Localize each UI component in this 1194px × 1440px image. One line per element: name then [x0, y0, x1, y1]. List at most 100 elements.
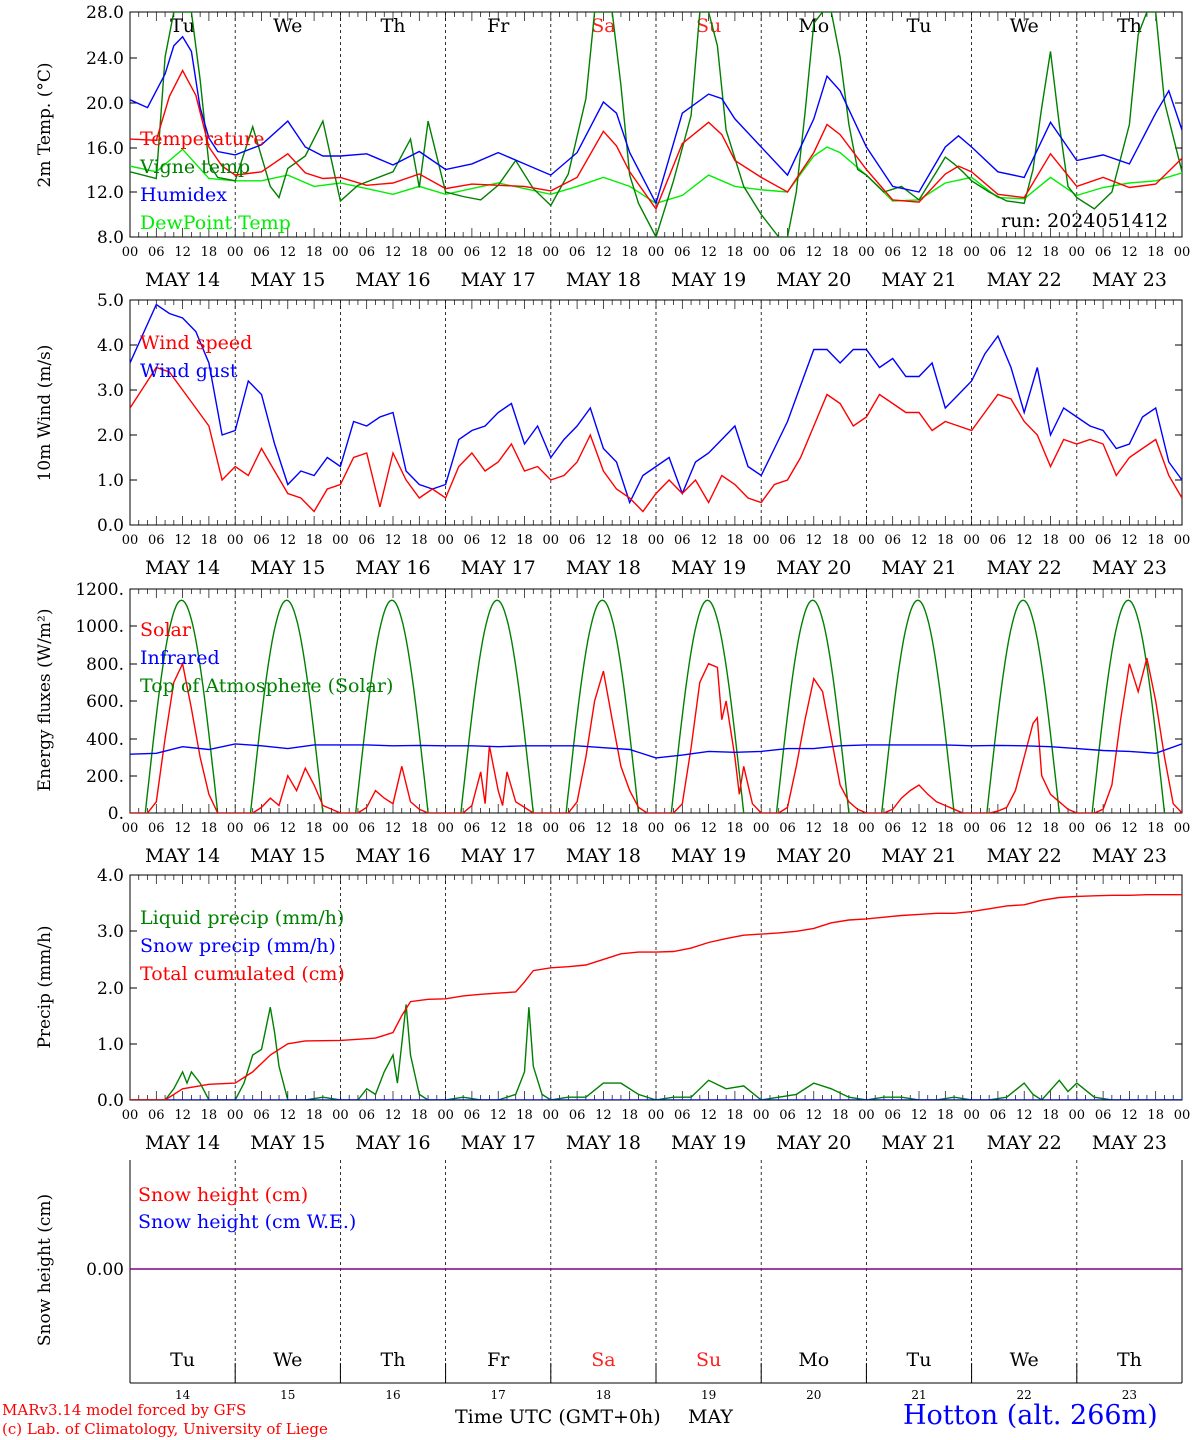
hour-label: 12 — [174, 821, 191, 836]
legend-label: Liquid precip (mm/h) — [140, 907, 344, 929]
hour-label: 00 — [1174, 245, 1191, 260]
hour-label: 18 — [306, 245, 323, 260]
date-label: MAY 19 — [671, 269, 746, 291]
y-tick-label: 4.0 — [97, 336, 124, 356]
hour-label: 18 — [1042, 533, 1059, 548]
date-label: MAY 22 — [987, 1132, 1062, 1154]
hour-label: 06 — [569, 1108, 586, 1123]
hour-label: 18 — [727, 245, 744, 260]
weekday-label: We — [273, 1349, 302, 1371]
hour-label: 06 — [253, 1108, 270, 1123]
date-label: MAY 22 — [987, 269, 1062, 291]
weekday-label: Th — [381, 1349, 406, 1371]
date-label: MAY 20 — [776, 269, 851, 291]
hour-label: 06 — [884, 245, 901, 260]
hour-label: 12 — [385, 1108, 402, 1123]
hour-label: 18 — [306, 821, 323, 836]
hour-label: 00 — [1069, 1108, 1086, 1123]
weekday-label: Tu — [907, 1349, 932, 1371]
legend-label: Humidex — [140, 184, 227, 206]
hour-label: 18 — [306, 1108, 323, 1123]
hour-label: 00 — [332, 821, 349, 836]
hour-label: 18 — [621, 1108, 638, 1123]
y-tick-label: 3.0 — [97, 381, 124, 401]
series-line — [130, 743, 1182, 759]
date-label: MAY 18 — [566, 1132, 641, 1154]
weekday-label: Tu — [170, 15, 195, 37]
legend-label: Temperature — [140, 128, 264, 150]
date-label: MAY 23 — [1092, 269, 1167, 291]
weekday-label: Fr — [487, 1349, 510, 1371]
hour-label: 00 — [753, 533, 770, 548]
y-tick-label: 1.0 — [97, 1035, 124, 1055]
date-label: MAY 14 — [145, 557, 220, 579]
date-label: MAY 21 — [881, 269, 956, 291]
series-line — [130, 657, 1182, 813]
day-number-label: 18 — [596, 1388, 611, 1402]
series-line — [130, 303, 1182, 505]
hour-label: 12 — [595, 533, 612, 548]
hour-label: 18 — [201, 245, 218, 260]
hour-label: 18 — [621, 245, 638, 260]
date-label: MAY 15 — [250, 269, 325, 291]
y-tick-label: 600. — [86, 692, 124, 712]
hour-label: 12 — [806, 821, 823, 836]
date-label: MAY 14 — [145, 269, 220, 291]
hour-label: 06 — [1095, 533, 1112, 548]
hour-label: 06 — [569, 533, 586, 548]
hour-label: 00 — [753, 1108, 770, 1123]
hour-label: 00 — [858, 533, 875, 548]
hour-label: 12 — [174, 533, 191, 548]
day-number-label: 21 — [911, 1388, 926, 1402]
hour-label: 18 — [1042, 245, 1059, 260]
hour-label: 18 — [516, 821, 533, 836]
hour-label: 00 — [1069, 821, 1086, 836]
toa-solar-arc — [144, 599, 219, 813]
toa-solar-arc — [565, 599, 640, 813]
hour-label: 06 — [674, 1108, 691, 1123]
hour-label: 06 — [674, 533, 691, 548]
hour-label: 00 — [543, 245, 560, 260]
y-tick-label: 16.0 — [86, 139, 124, 159]
date-label: MAY 23 — [1092, 845, 1167, 867]
hour-label: 12 — [700, 1108, 717, 1123]
hour-label: 06 — [464, 1108, 481, 1123]
y-tick-label: 5.0 — [97, 291, 124, 311]
hour-label: 18 — [937, 245, 954, 260]
y-tick-label: 0.0 — [97, 516, 124, 536]
hour-label: 12 — [1121, 533, 1138, 548]
hour-label: 06 — [358, 1108, 375, 1123]
hour-label: 00 — [122, 1108, 139, 1123]
time-axis-title: Time UTC (GMT+0h) — [455, 1406, 661, 1428]
hour-label: 06 — [674, 245, 691, 260]
day-number-label: 14 — [175, 1388, 191, 1402]
series-line — [130, 366, 1182, 513]
date-label: MAY 16 — [355, 557, 430, 579]
hour-label: 12 — [280, 533, 297, 548]
weekday-label: Tu — [170, 1349, 195, 1371]
y-tick-label: 0.00 — [86, 1260, 124, 1280]
hour-label: 18 — [516, 1108, 533, 1123]
hour-label: 06 — [990, 533, 1007, 548]
hour-label: 00 — [227, 1108, 244, 1123]
legend-label: Top of Atmosphere (Solar) — [140, 675, 393, 697]
date-label: MAY 19 — [671, 845, 746, 867]
hour-label: 06 — [884, 821, 901, 836]
date-label: MAY 15 — [250, 845, 325, 867]
hour-label: 00 — [543, 1108, 560, 1123]
date-label: MAY 19 — [671, 557, 746, 579]
date-label: MAY 21 — [881, 845, 956, 867]
legend-label: Total cumulated (cm) — [140, 963, 345, 985]
y-axis-label: Snow height (cm) — [35, 1194, 55, 1346]
hour-label: 12 — [806, 533, 823, 548]
hour-label: 18 — [832, 533, 849, 548]
series-line — [130, 35, 1182, 206]
toa-solar-arc — [881, 599, 955, 813]
hour-label: 18 — [516, 245, 533, 260]
hour-label: 18 — [937, 1108, 954, 1123]
toa-solar-arc — [249, 599, 324, 813]
hour-label: 00 — [122, 821, 139, 836]
hour-label: 00 — [332, 245, 349, 260]
hour-label: 00 — [963, 245, 980, 260]
hour-label: 06 — [148, 1108, 165, 1123]
